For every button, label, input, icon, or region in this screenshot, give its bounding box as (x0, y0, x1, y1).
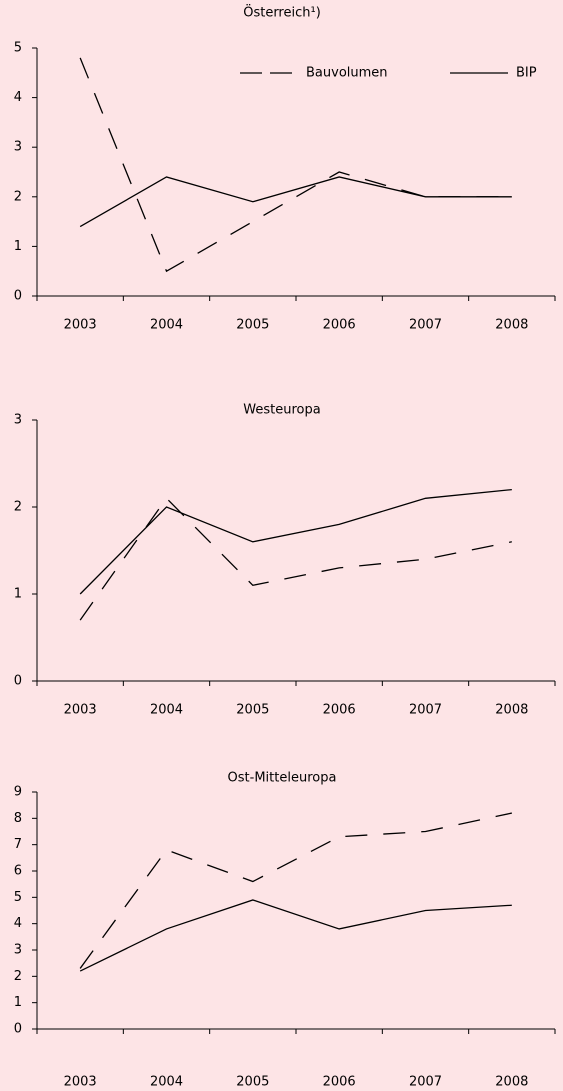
x-tick-label: 2003 (64, 1075, 97, 1090)
y-tick-label: 0 (14, 1022, 22, 1037)
legend-label: Bauvolumen (306, 66, 388, 81)
series-line (79, 57, 512, 273)
y-tick-label: 1 (14, 587, 22, 602)
series-line (79, 812, 512, 969)
x-tick-label: 2005 (236, 703, 269, 718)
series-line (79, 176, 512, 228)
x-tick-label: 2006 (323, 1075, 356, 1090)
y-tick-label: 8 (14, 811, 22, 826)
chart-title: Österreich¹) (243, 4, 321, 21)
y-tick-label: 9 (14, 785, 22, 800)
series-line (79, 488, 512, 595)
x-tick-label: 2003 (64, 318, 97, 333)
x-tick-label: 2004 (150, 318, 183, 333)
x-tick-label: 2006 (323, 318, 356, 333)
y-tick-label: 2 (14, 500, 22, 515)
y-tick-label: 5 (14, 890, 22, 905)
y-tick-label: 2 (14, 189, 22, 204)
y-tick-label: 3 (14, 413, 22, 428)
x-tick-label: 2007 (409, 1075, 442, 1090)
x-tick-label: 2008 (495, 1075, 528, 1090)
y-tick-label: 4 (14, 90, 22, 105)
x-tick-label: 2008 (495, 318, 528, 333)
series-line (79, 899, 512, 972)
x-tick-label: 2004 (150, 703, 183, 718)
y-tick-label: 7 (14, 837, 22, 852)
y-tick-label: 3 (14, 140, 22, 155)
chart-title: Ost-Mitteleuropa (228, 771, 337, 786)
y-tick-label: 3 (14, 943, 22, 958)
chart-title: Westeuropa (243, 403, 320, 418)
x-tick-label: 2007 (409, 703, 442, 718)
y-tick-label: 1 (14, 995, 22, 1010)
y-tick-label: 2 (14, 969, 22, 984)
y-tick-label: 6 (14, 864, 22, 879)
x-tick-label: 2008 (495, 703, 528, 718)
x-tick-label: 2003 (64, 703, 97, 718)
y-tick-label: 5 (14, 41, 22, 56)
x-tick-label: 2004 (150, 1075, 183, 1090)
y-tick-label: 0 (14, 289, 22, 304)
y-tick-label: 0 (14, 674, 22, 689)
series-line (79, 497, 512, 621)
x-tick-label: 2006 (323, 703, 356, 718)
x-tick-label: 2005 (236, 1075, 269, 1090)
legend-label: BIP (516, 66, 537, 81)
y-tick-label: 4 (14, 916, 22, 931)
x-tick-label: 2005 (236, 318, 269, 333)
y-tick-label: 1 (14, 239, 22, 254)
x-tick-label: 2007 (409, 318, 442, 333)
